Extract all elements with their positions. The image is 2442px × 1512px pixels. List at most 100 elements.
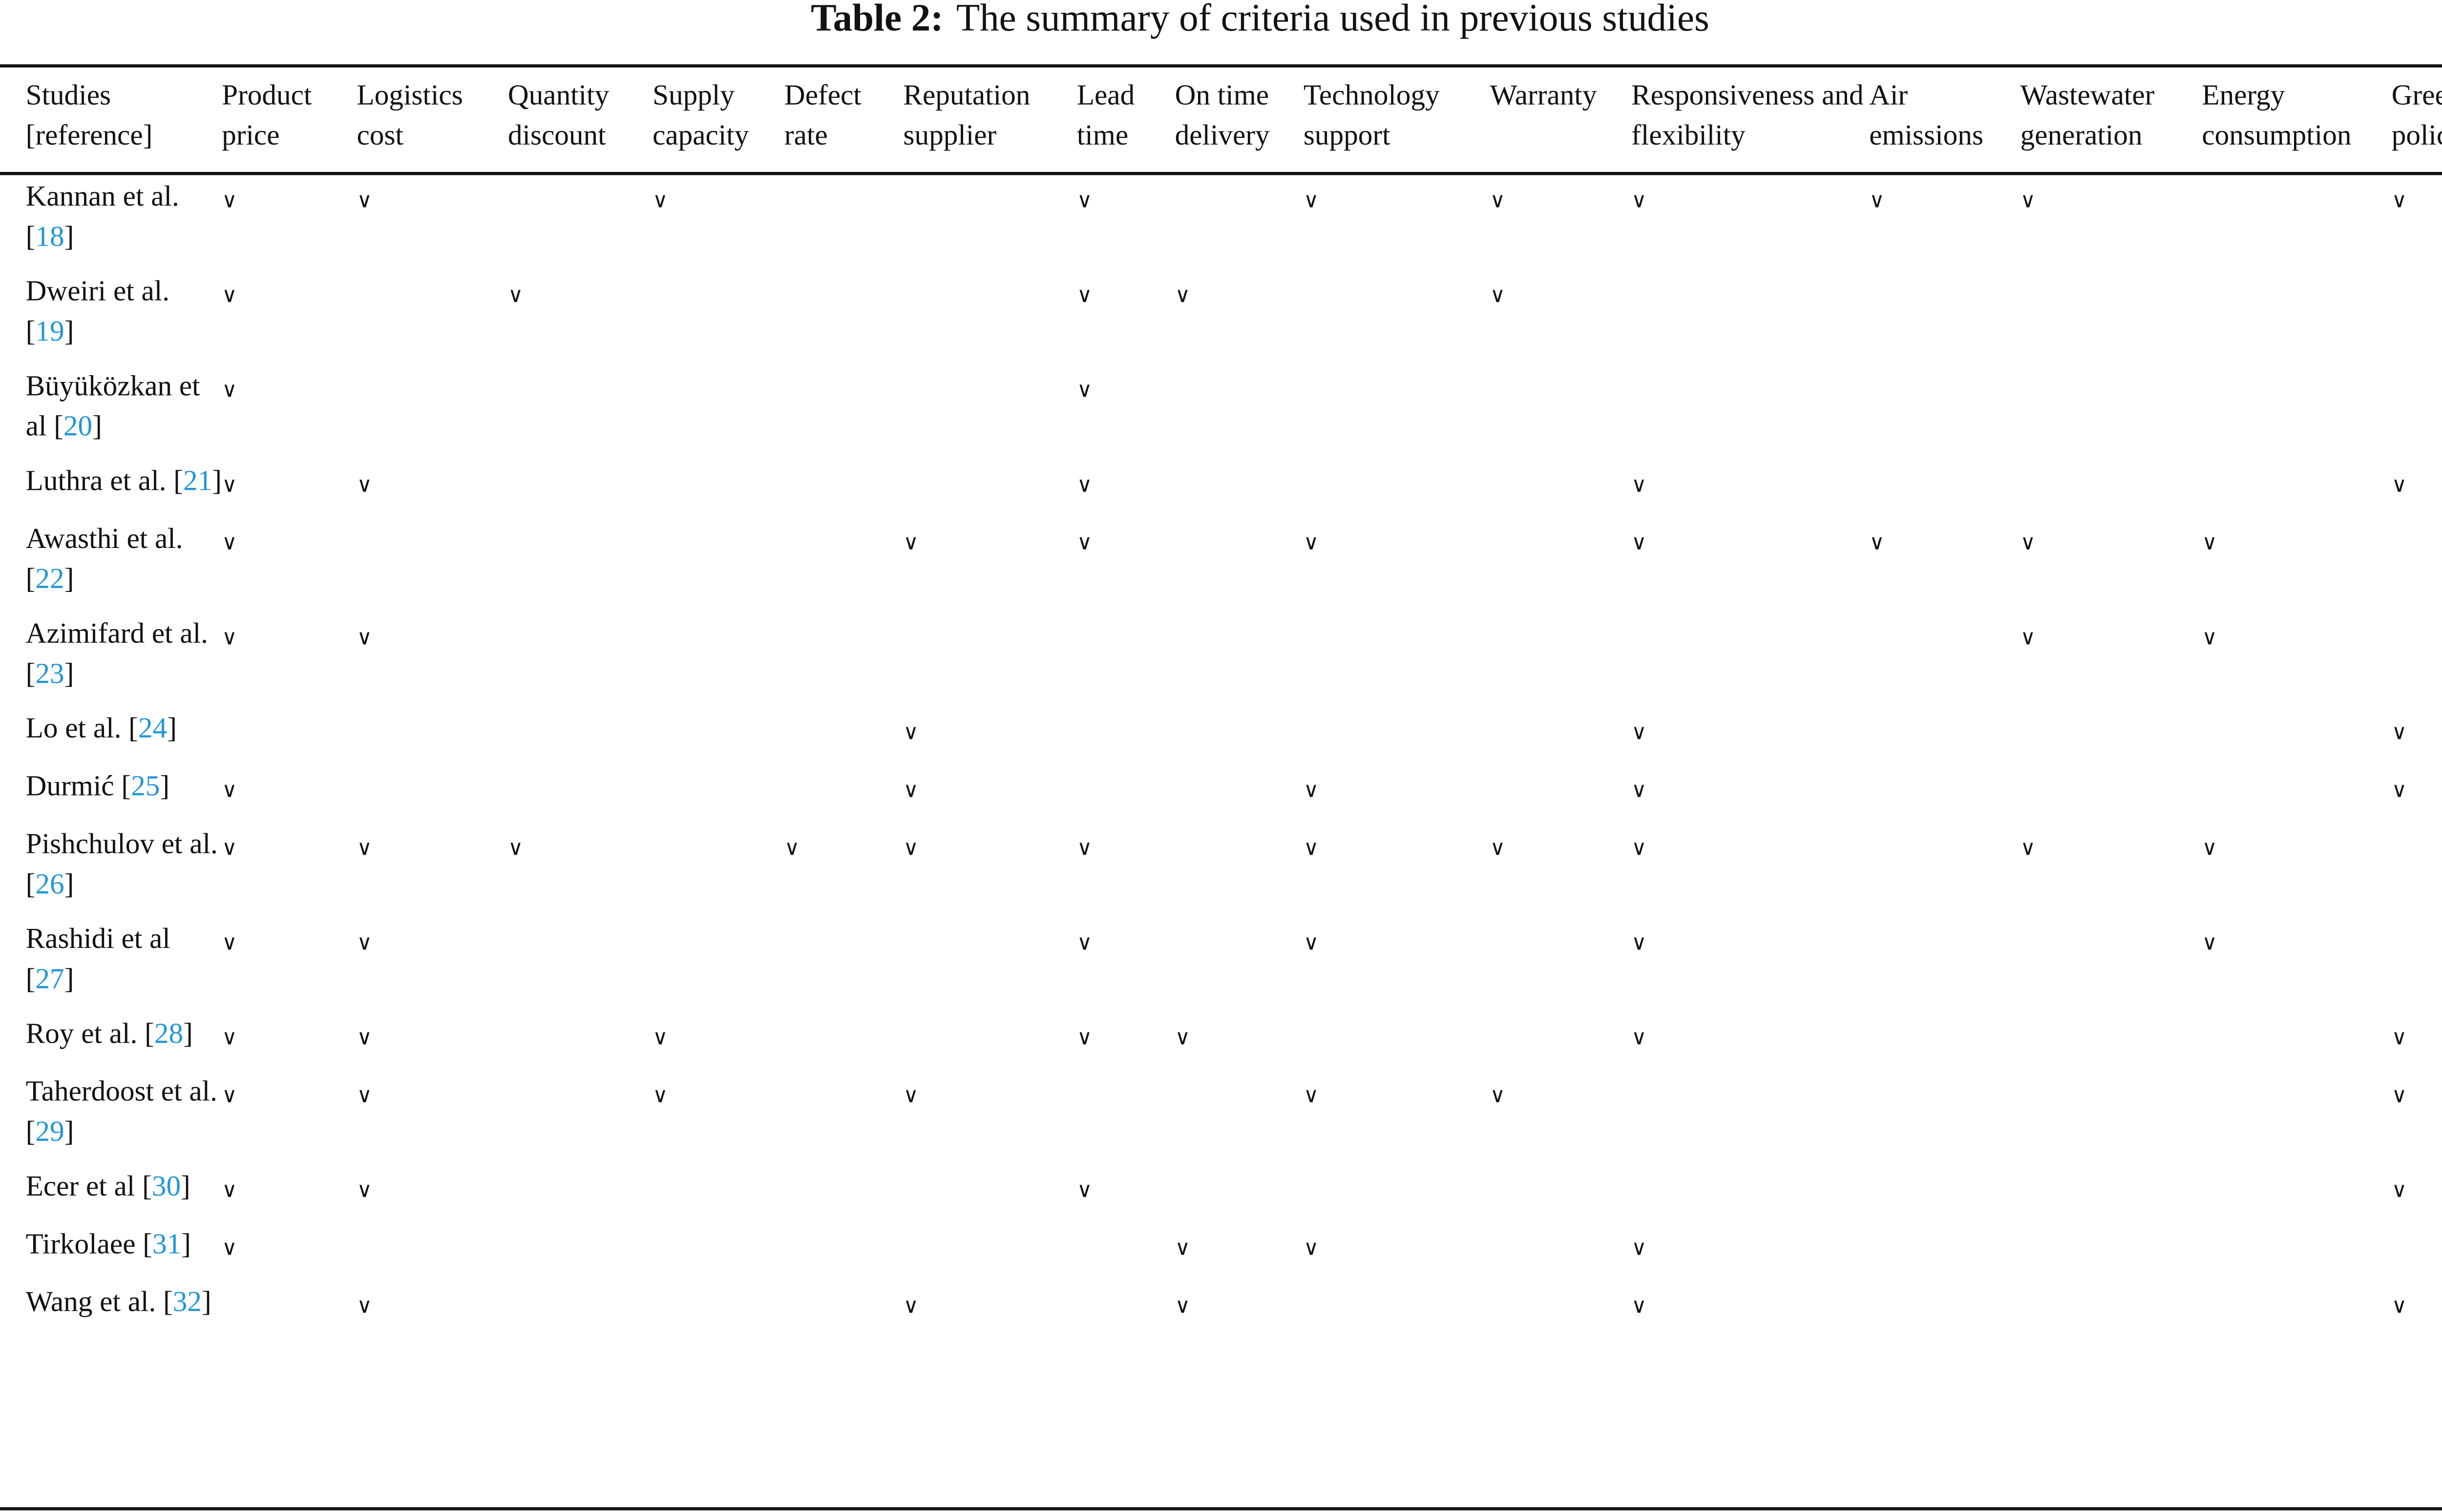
check-mark: ∨ [357, 1177, 372, 1202]
column-header: Studies [reference] [25, 79, 153, 151]
reference-link[interactable]: 20 [63, 409, 93, 442]
table-row: Büyüközkan et al [20] ∨ ∨ [0, 363, 2442, 458]
reference-link[interactable]: 23 [35, 657, 64, 690]
check-mark: ∨ [507, 283, 524, 307]
check-mark: ∨ [903, 777, 919, 802]
column-header: Defect rate [784, 79, 862, 151]
check-mark: ∨ [1490, 835, 1505, 860]
reference-link[interactable]: 27 [35, 962, 64, 995]
check-mark: ∨ [2391, 1177, 2407, 1202]
reference-link[interactable]: 24 [138, 712, 168, 744]
check-mark: ∨ [653, 1025, 668, 1050]
empty-cell [2021, 916, 2202, 1010]
empty-cell [508, 1069, 653, 1163]
empty-cell [1175, 821, 1304, 916]
empty-cell [508, 610, 653, 705]
empty-cell [784, 705, 904, 763]
empty-cell [357, 705, 508, 763]
reference-link[interactable]: 32 [172, 1285, 202, 1318]
reference-link[interactable]: 22 [35, 562, 64, 595]
check-mark: ∨ [1303, 835, 1319, 860]
empty-cell [653, 1221, 784, 1279]
table-row: Roy et al. [28] ∨ ∨ ∨ ∨ ∨ ∨ ∨ [0, 1010, 2442, 1068]
reference-link[interactable]: 31 [152, 1227, 182, 1260]
empty-cell [1869, 705, 2020, 763]
check-mark: ∨ [222, 930, 237, 955]
check-mark: ∨ [222, 625, 237, 650]
check-mark: ∨ [1631, 719, 1647, 744]
table-row: Awasthi et al. [22] ∨ ∨ ∨ ∨ ∨ ∨ ∨ ∨ [0, 516, 2442, 610]
empty-cell [2202, 1279, 2391, 1337]
check-mark: ∨ [222, 530, 237, 555]
empty-cell [508, 173, 653, 268]
empty-cell [1077, 1069, 1175, 1163]
reference-link[interactable]: 18 [35, 220, 64, 252]
empty-cell [784, 916, 904, 1010]
column-header: Energy consumption [2202, 79, 2352, 151]
empty-cell [2392, 363, 2442, 458]
check-mark: ∨ [1490, 188, 1505, 212]
empty-cell [784, 1221, 904, 1279]
empty-cell [1869, 363, 2020, 458]
empty-cell [1631, 363, 1869, 458]
reference-link[interactable]: 19 [35, 315, 64, 347]
empty-cell [653, 458, 784, 516]
empty-cell [1631, 610, 1869, 705]
column-header: Wastewater generation [2020, 79, 2155, 151]
empty-cell [357, 268, 508, 363]
study-cell: Kannan et al. [18] [25, 180, 179, 252]
empty-cell [1304, 1279, 1490, 1337]
criteria-table: Studies [reference] Product price Logistic… [0, 66, 2442, 1337]
empty-cell [508, 763, 653, 821]
check-mark: ∨ [1175, 283, 1190, 307]
table-row: Dweiri et al. [19] ∨ ∨ ∨ ∨ ∨ [0, 268, 2442, 363]
empty-cell [903, 363, 1076, 458]
check-mark: ∨ [1303, 530, 1319, 555]
empty-cell [1490, 363, 1632, 458]
reference-link[interactable]: 28 [154, 1017, 184, 1050]
empty-cell [1490, 763, 1632, 821]
check-mark: ∨ [357, 472, 372, 497]
check-mark: ∨ [2391, 719, 2407, 744]
check-mark: ∨ [903, 1293, 919, 1318]
check-mark: ∨ [222, 1083, 237, 1107]
reference-link[interactable]: 21 [183, 464, 212, 497]
empty-cell [903, 1163, 1076, 1221]
check-mark: ∨ [222, 472, 237, 497]
empty-cell [2021, 363, 2202, 458]
study-cell: Rashidi et al [27] [25, 922, 170, 995]
reference-link[interactable]: 25 [131, 769, 160, 802]
empty-cell [2202, 173, 2391, 268]
check-mark: ∨ [1175, 1293, 1190, 1318]
empty-cell [653, 705, 784, 763]
check-mark: ∨ [222, 1177, 237, 1202]
check-mark: ∨ [2202, 530, 2217, 555]
check-mark: ∨ [357, 188, 372, 212]
empty-cell [2202, 1221, 2391, 1279]
check-mark: ∨ [357, 835, 372, 860]
top-rule [0, 64, 2442, 67]
column-header: Quantity discount [507, 79, 610, 151]
empty-cell [2202, 1163, 2391, 1221]
reference-link[interactable]: 30 [151, 1170, 181, 1202]
study-cell: Dweiri et al. [19] [25, 274, 170, 347]
table-row: Azimifard et al. [23] ∨ ∨ ∨ ∨ [0, 610, 2442, 705]
empty-cell [2021, 1279, 2202, 1337]
empty-cell [222, 705, 357, 763]
reference-link[interactable]: 29 [35, 1115, 64, 1148]
empty-cell [1490, 1010, 1632, 1068]
empty-cell [784, 610, 904, 705]
check-mark: ∨ [1631, 835, 1647, 860]
check-mark: ∨ [2391, 1293, 2407, 1318]
check-mark: ∨ [1631, 530, 1647, 555]
check-mark: ∨ [222, 378, 237, 402]
check-mark: ∨ [2020, 530, 2036, 555]
empty-cell [1175, 363, 1304, 458]
empty-cell [1869, 610, 2020, 705]
column-header: Green policies [2391, 79, 2442, 151]
empty-cell [2021, 705, 2202, 763]
column-header: Product price [222, 79, 312, 151]
reference-link[interactable]: 26 [35, 867, 64, 900]
